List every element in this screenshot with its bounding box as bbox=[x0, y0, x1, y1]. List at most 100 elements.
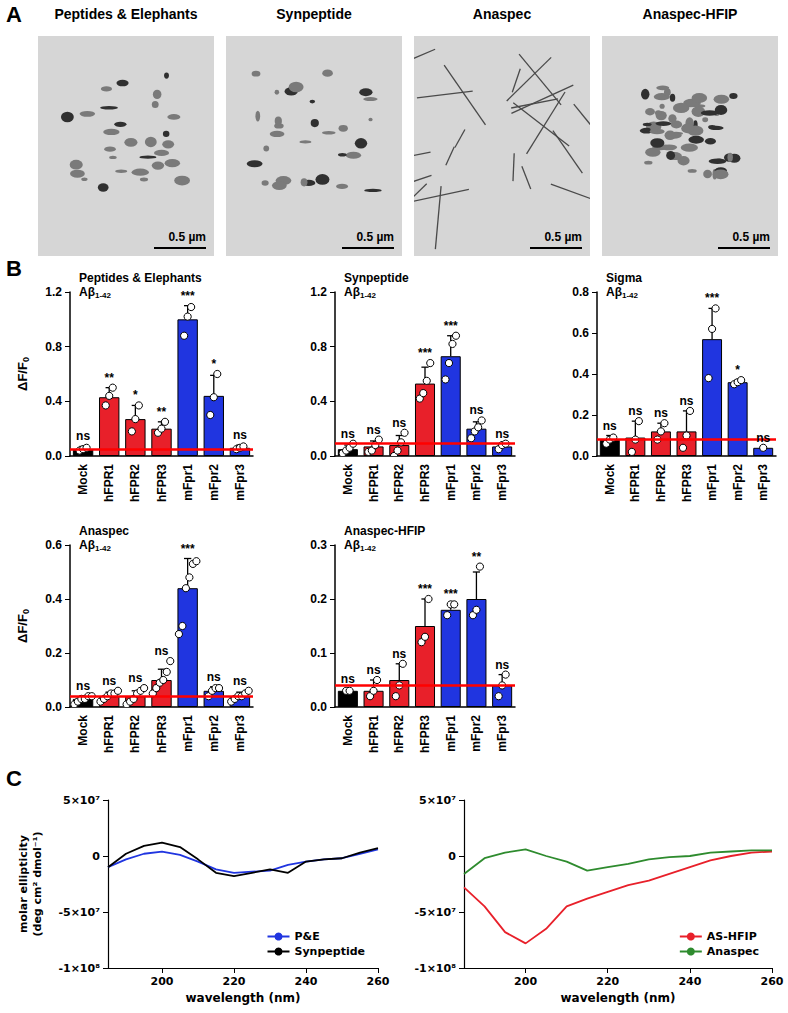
svg-text:ns: ns bbox=[128, 671, 142, 685]
svg-text:hFPR2: hFPR2 bbox=[128, 715, 142, 753]
svg-text:***: *** bbox=[705, 291, 719, 305]
svg-text:ns: ns bbox=[207, 670, 221, 684]
svg-text:0.4: 0.4 bbox=[310, 394, 327, 408]
svg-text:***: *** bbox=[444, 587, 458, 601]
svg-text:220: 220 bbox=[223, 975, 246, 988]
svg-text:1-42: 1-42 bbox=[95, 291, 112, 300]
svg-text:0: 0 bbox=[448, 850, 456, 863]
svg-text:wavelength (nm): wavelength (nm) bbox=[560, 991, 675, 1005]
svg-text:mFpr3: mFpr3 bbox=[495, 464, 509, 501]
svg-text:ns: ns bbox=[603, 419, 617, 433]
svg-text:Mock: Mock bbox=[341, 715, 355, 746]
svg-text:0: 0 bbox=[21, 609, 31, 614]
svg-text:***: *** bbox=[181, 289, 195, 303]
svg-text:ns: ns bbox=[654, 406, 668, 420]
svg-text:***: *** bbox=[418, 346, 432, 360]
svg-text:mFpr3: mFpr3 bbox=[756, 464, 770, 501]
svg-text:0.1: 0.1 bbox=[310, 646, 327, 660]
svg-text:hFPR1: hFPR1 bbox=[367, 464, 381, 502]
svg-text:ns: ns bbox=[679, 394, 693, 408]
svg-text:-5×10⁷: -5×10⁷ bbox=[58, 906, 100, 919]
svg-text:260: 260 bbox=[761, 975, 784, 988]
svg-text:hFPR2: hFPR2 bbox=[392, 464, 406, 502]
svg-text:0: 0 bbox=[92, 850, 100, 863]
svg-text:0.8: 0.8 bbox=[572, 285, 589, 299]
svg-text:1.2: 1.2 bbox=[45, 285, 62, 299]
svg-text:hFPR2: hFPR2 bbox=[128, 464, 142, 502]
svg-text:0.0: 0.0 bbox=[45, 700, 62, 714]
svg-text:0.2: 0.2 bbox=[572, 408, 589, 422]
svg-text:mFpr1: mFpr1 bbox=[444, 464, 458, 501]
svg-text:ns: ns bbox=[233, 674, 247, 688]
svg-text:ns: ns bbox=[233, 428, 247, 442]
svg-text:ns: ns bbox=[341, 427, 355, 441]
svg-text:ns: ns bbox=[154, 644, 168, 658]
svg-text:5×10⁷: 5×10⁷ bbox=[419, 794, 456, 807]
svg-text:mFpr3: mFpr3 bbox=[233, 464, 247, 501]
svg-text:mFpr3: mFpr3 bbox=[233, 715, 247, 752]
svg-text:ns: ns bbox=[628, 404, 642, 418]
svg-text:hFPR3: hFPR3 bbox=[418, 715, 432, 753]
svg-text:mFpr1: mFpr1 bbox=[444, 715, 458, 752]
svg-text:mFpr1: mFpr1 bbox=[181, 715, 195, 752]
svg-text:hFPR1: hFPR1 bbox=[102, 715, 116, 753]
svg-text:ΔF/F: ΔF/F bbox=[15, 614, 30, 643]
svg-text:Aβ: Aβ bbox=[79, 538, 95, 552]
svg-text:Anaspec-HFIP: Anaspec-HFIP bbox=[344, 524, 425, 538]
svg-text:molar ellipticity: molar ellipticity bbox=[17, 835, 30, 933]
svg-text:Mock: Mock bbox=[341, 464, 355, 495]
svg-text:0.8: 0.8 bbox=[45, 340, 62, 354]
svg-text:200: 200 bbox=[151, 975, 174, 988]
svg-text:mFpr2: mFpr2 bbox=[469, 464, 483, 501]
svg-text:hFPR1: hFPR1 bbox=[102, 464, 116, 502]
svg-text:-1×10⁸: -1×10⁸ bbox=[58, 962, 100, 975]
svg-text:**: ** bbox=[105, 371, 115, 385]
svg-text:mFpr2: mFpr2 bbox=[731, 464, 745, 501]
svg-text:0.6: 0.6 bbox=[45, 538, 62, 552]
svg-text:0.4: 0.4 bbox=[45, 394, 62, 408]
svg-text:ns: ns bbox=[392, 647, 406, 661]
svg-text:ns: ns bbox=[367, 663, 381, 677]
svg-text:ns: ns bbox=[367, 423, 381, 437]
svg-text:Synpeptide: Synpeptide bbox=[295, 945, 366, 958]
svg-text:Sigma: Sigma bbox=[606, 271, 642, 285]
svg-text:0.3: 0.3 bbox=[310, 538, 327, 552]
svg-text:0.2: 0.2 bbox=[45, 646, 62, 660]
svg-text:1-42: 1-42 bbox=[95, 544, 112, 553]
svg-text:mFpr1: mFpr1 bbox=[705, 464, 719, 501]
svg-text:ΔF/F: ΔF/F bbox=[15, 362, 30, 391]
svg-text:5×10⁷: 5×10⁷ bbox=[63, 794, 100, 807]
svg-text:Mock: Mock bbox=[603, 464, 617, 495]
svg-text:AS-HFIP: AS-HFIP bbox=[707, 930, 757, 943]
svg-text:mFpr2: mFpr2 bbox=[207, 715, 221, 752]
svg-text:Anaspec: Anaspec bbox=[79, 524, 129, 538]
svg-text:-5×10⁷: -5×10⁷ bbox=[414, 906, 456, 919]
svg-text:mFpr1: mFpr1 bbox=[181, 464, 195, 501]
svg-text:Aβ: Aβ bbox=[606, 285, 622, 299]
svg-text:hFPR2: hFPR2 bbox=[392, 715, 406, 753]
svg-text:hFPR3: hFPR3 bbox=[155, 715, 169, 753]
svg-text:ns: ns bbox=[76, 429, 90, 443]
svg-text:Aβ: Aβ bbox=[79, 285, 95, 299]
svg-text:220: 220 bbox=[596, 975, 619, 988]
svg-text:ns: ns bbox=[469, 403, 483, 417]
svg-text:*: * bbox=[211, 357, 216, 371]
svg-text:ns: ns bbox=[756, 431, 770, 445]
svg-text:hFPR2: hFPR2 bbox=[654, 464, 668, 502]
svg-text:1.2: 1.2 bbox=[310, 285, 327, 299]
svg-text:*: * bbox=[735, 363, 740, 377]
svg-text:240: 240 bbox=[295, 975, 318, 988]
svg-text:0.4: 0.4 bbox=[572, 367, 589, 381]
svg-text:Aβ: Aβ bbox=[344, 538, 360, 552]
svg-text:0.6: 0.6 bbox=[572, 326, 589, 340]
svg-text:0: 0 bbox=[21, 357, 31, 362]
svg-text:P&E: P&E bbox=[295, 930, 320, 943]
svg-text:ns: ns bbox=[102, 674, 116, 688]
svg-text:Synpeptide: Synpeptide bbox=[344, 271, 409, 285]
svg-text:0.8: 0.8 bbox=[310, 340, 327, 354]
svg-text:Mock: Mock bbox=[76, 715, 90, 746]
svg-text:ns: ns bbox=[495, 427, 509, 441]
svg-text:Mock: Mock bbox=[76, 464, 90, 495]
svg-text:***: *** bbox=[181, 542, 195, 556]
svg-text:-1×10⁸: -1×10⁸ bbox=[414, 962, 456, 975]
